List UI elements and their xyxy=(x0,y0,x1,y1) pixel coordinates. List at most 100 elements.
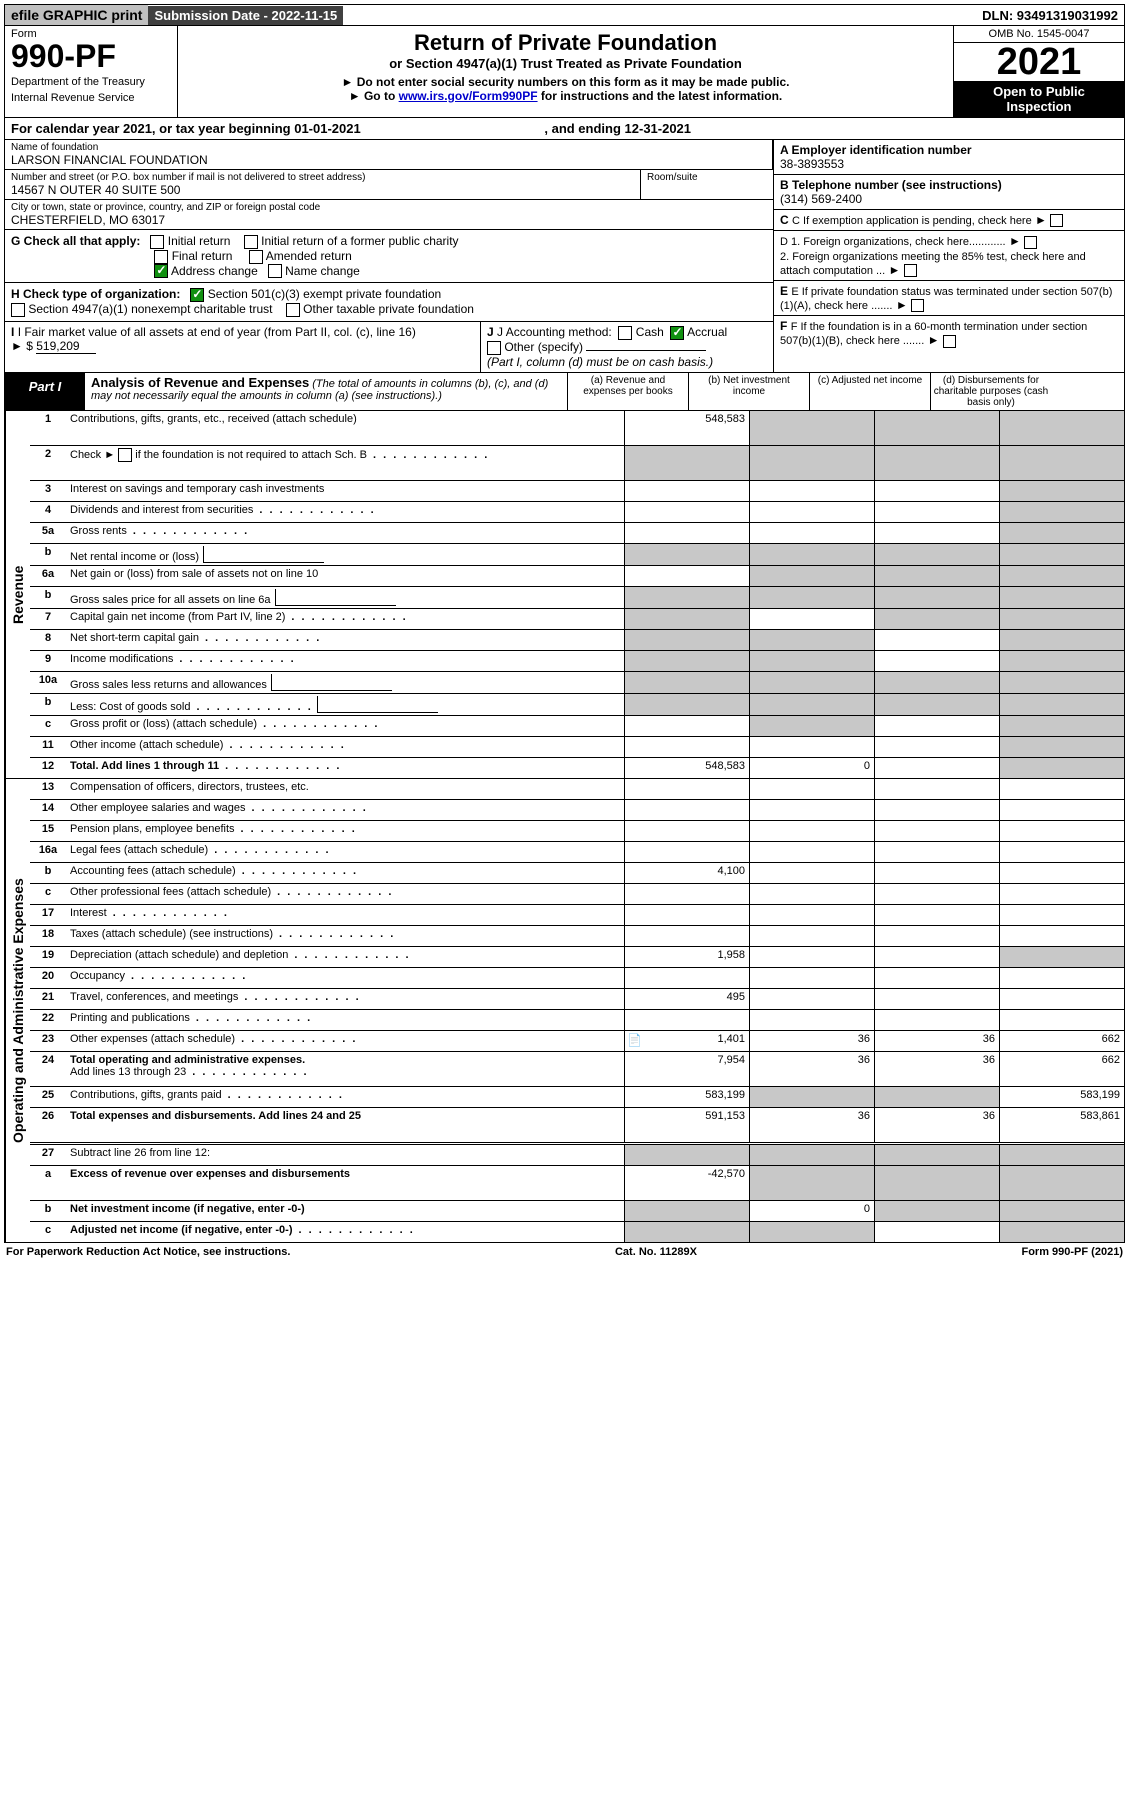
desc-27c: Adjusted net income (if negative, enter … xyxy=(66,1222,624,1242)
cell-5bb xyxy=(749,544,874,565)
cell-3c xyxy=(874,481,999,501)
cb-501c3[interactable] xyxy=(190,288,204,302)
cell-8d xyxy=(999,630,1124,650)
cb-other-method[interactable] xyxy=(487,341,501,355)
cell-27bc xyxy=(874,1201,999,1221)
cell-10ab xyxy=(749,672,874,693)
cell-11a xyxy=(624,737,749,757)
cb-d1[interactable] xyxy=(1024,236,1037,249)
box-10b xyxy=(317,696,438,713)
part1-label: Part I xyxy=(5,373,85,410)
box-10a xyxy=(271,674,392,691)
row-10a: 10a Gross sales less returns and allowan… xyxy=(30,672,1124,694)
num-2: 2 xyxy=(30,446,66,480)
cell-4d xyxy=(999,502,1124,522)
cb-address-change[interactable] xyxy=(154,264,168,278)
row-16b: b Accounting fees (attach schedule) 4,10… xyxy=(30,863,1124,884)
cb-schb[interactable] xyxy=(118,448,132,462)
cell-10ac xyxy=(874,672,999,693)
cb-d2[interactable] xyxy=(904,264,917,277)
num-8: 8 xyxy=(30,630,66,650)
desc-24t: Total operating and administrative expen… xyxy=(70,1054,305,1066)
c-section: C C If exemption application is pending,… xyxy=(774,210,1124,231)
cell-10cd xyxy=(999,716,1124,736)
col-d-head: (d) Disbursements for charitable purpose… xyxy=(930,373,1051,410)
cell-17a xyxy=(624,905,749,925)
desc-16a: Legal fees (attach schedule) xyxy=(66,842,624,862)
cb-accrual[interactable] xyxy=(670,326,684,340)
num-4: 4 xyxy=(30,502,66,522)
cb-c[interactable] xyxy=(1050,214,1063,227)
cell-9a xyxy=(624,651,749,671)
cell-12d xyxy=(999,758,1124,778)
row-9: 9 Income modifications xyxy=(30,651,1124,672)
cell-22b xyxy=(749,1010,874,1030)
cell-20d xyxy=(999,968,1124,988)
num-11: 11 xyxy=(30,737,66,757)
cell-13c xyxy=(874,779,999,799)
g-label: G Check all that apply: xyxy=(11,234,140,248)
row-22: 22 Printing and publications xyxy=(30,1010,1124,1031)
desc-15: Pension plans, employee benefits xyxy=(66,821,624,841)
topbar: efile GRAPHIC print Submission Date - 20… xyxy=(4,4,1125,26)
row-16a: 16a Legal fees (attach schedule) xyxy=(30,842,1124,863)
desc-16at: Legal fees (attach schedule) xyxy=(70,844,208,856)
cell-14c xyxy=(874,800,999,820)
cb-initial-return[interactable] xyxy=(150,235,164,249)
cell-7b xyxy=(749,609,874,629)
cell-24d: 662 xyxy=(999,1052,1124,1086)
desc-17: Interest xyxy=(66,905,624,925)
cell-20a xyxy=(624,968,749,988)
schedule-icon[interactable]: 📄 xyxy=(627,1033,642,1047)
row-21: 21 Travel, conferences, and meetings 495 xyxy=(30,989,1124,1010)
cell-6ad xyxy=(999,566,1124,586)
cell-13d xyxy=(999,779,1124,799)
cb-final-return[interactable] xyxy=(154,250,168,264)
cb-f[interactable] xyxy=(943,335,956,348)
desc-25t: Contributions, gifts, grants paid xyxy=(70,1089,222,1101)
num-27: 27 xyxy=(30,1145,66,1165)
cell-16cc xyxy=(874,884,999,904)
cb-cash[interactable] xyxy=(618,326,632,340)
desc-6a: Net gain or (loss) from sale of assets n… xyxy=(66,566,624,586)
cell-17c xyxy=(874,905,999,925)
desc-2a: Check ► xyxy=(70,449,115,461)
cell-16ab xyxy=(749,842,874,862)
box-5b xyxy=(203,546,324,563)
cb-amended[interactable] xyxy=(249,250,263,264)
row-16c: c Other professional fees (attach schedu… xyxy=(30,884,1124,905)
irs-link[interactable]: www.irs.gov/Form990PF xyxy=(399,89,538,103)
name-label: Name of foundation xyxy=(11,142,766,153)
cell-26d: 583,861 xyxy=(999,1108,1124,1142)
num-5a: 5a xyxy=(30,523,66,543)
cell-3d xyxy=(999,481,1124,501)
cell-10ba xyxy=(624,694,749,715)
cell-14b xyxy=(749,800,874,820)
cell-16ad xyxy=(999,842,1124,862)
desc-2: Check ► if the foundation is not require… xyxy=(66,446,624,480)
desc-17t: Interest xyxy=(70,907,107,919)
expense-rows: 13 Compensation of officers, directors, … xyxy=(30,779,1124,1242)
cell-27a xyxy=(624,1145,749,1165)
cell-2a xyxy=(624,446,749,480)
cb-e[interactable] xyxy=(911,299,924,312)
part1-desc: Analysis of Revenue and Expenses (The to… xyxy=(85,373,567,410)
cell-2b xyxy=(749,446,874,480)
num-27b: b xyxy=(30,1201,66,1221)
num-25: 25 xyxy=(30,1087,66,1107)
cb-4947[interactable] xyxy=(11,303,25,317)
cb-other-taxable[interactable] xyxy=(286,303,300,317)
desc-24t2: Add lines 13 through 23 xyxy=(70,1066,186,1078)
cb-name-change[interactable] xyxy=(268,264,282,278)
desc-14: Other employee salaries and wages xyxy=(66,800,624,820)
desc-23: Other expenses (attach schedule) xyxy=(66,1031,624,1051)
desc-6bt: Gross sales price for all assets on line… xyxy=(70,594,271,606)
row-11: 11 Other income (attach schedule) xyxy=(30,737,1124,758)
cb-initial-public[interactable] xyxy=(244,235,258,249)
row-23: 23 Other expenses (attach schedule) 📄1,4… xyxy=(30,1031,1124,1052)
cell-3b xyxy=(749,481,874,501)
submission-date: Submission Date - 2022-11-15 xyxy=(148,6,343,25)
g-checks: G Check all that apply: Initial return I… xyxy=(5,230,773,283)
cell-15b xyxy=(749,821,874,841)
cell-9d xyxy=(999,651,1124,671)
